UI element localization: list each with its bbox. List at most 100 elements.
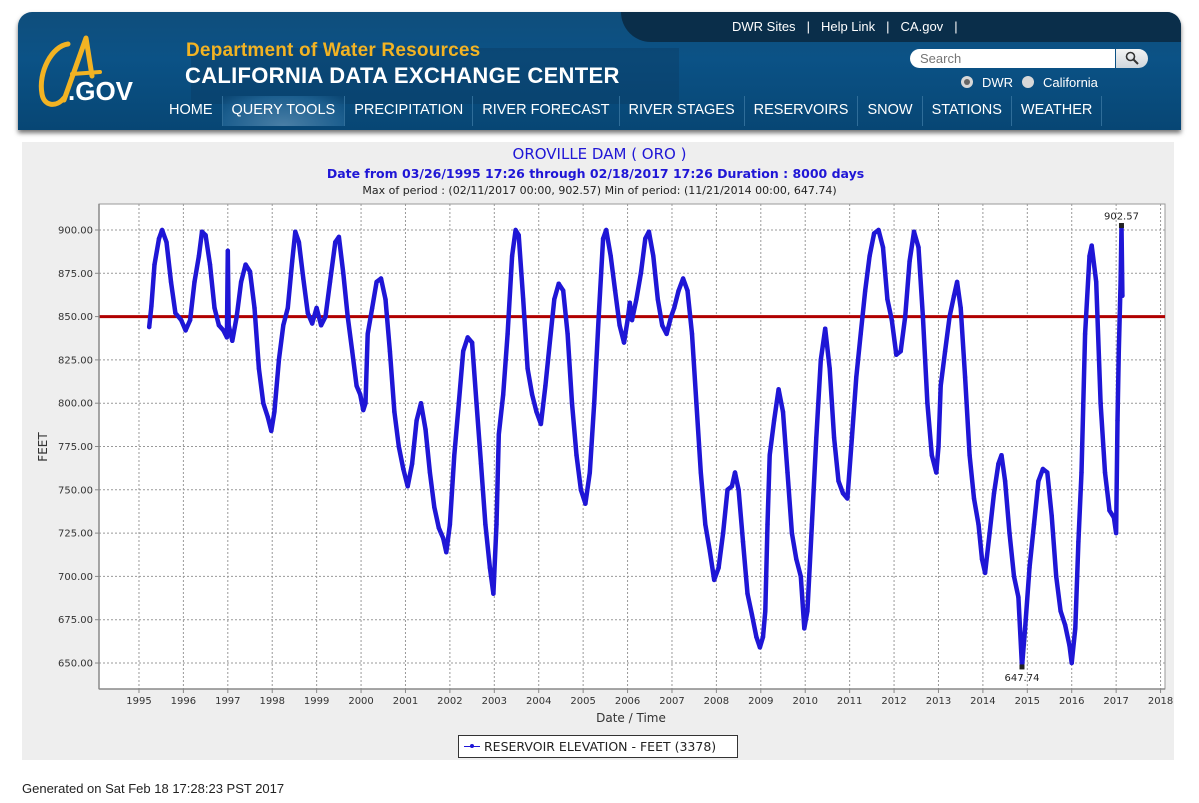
data-point (327, 279, 333, 285)
data-point (441, 536, 446, 541)
data-point (187, 317, 193, 323)
department-name: Department of Water Resources (186, 40, 481, 61)
data-point (456, 401, 461, 406)
data-point (951, 293, 957, 298)
data-point (1117, 314, 1122, 319)
data-point (378, 276, 384, 281)
radio-california[interactable] (1022, 76, 1034, 88)
data-point (513, 227, 518, 233)
annotation-label: 902.57 (1104, 212, 1139, 223)
data-point (221, 328, 226, 333)
data-point (256, 366, 262, 371)
x-axis-ticks: 1995 1996 1997 1998 1999 2000 2001 2002 2003 2004… (126, 689, 1173, 707)
data-point (1007, 530, 1012, 536)
data-point (323, 314, 328, 319)
data-point (496, 432, 501, 437)
data-point (809, 522, 815, 527)
x-tick-label: 2011 (837, 696, 862, 707)
data-point (916, 245, 921, 250)
data-point (911, 229, 917, 234)
data-point (776, 387, 781, 392)
data-point (314, 305, 319, 311)
annotation-marker (1118, 223, 1124, 229)
nav-precipitation[interactable]: PRECIPITATION (345, 96, 474, 126)
search-button[interactable] (1116, 49, 1148, 68)
data-point (1111, 515, 1117, 520)
data-point (971, 496, 977, 501)
data-point (771, 418, 777, 423)
data-point (272, 409, 277, 415)
search-input[interactable] (910, 49, 1115, 68)
x-tick-label: 2017 (1103, 696, 1128, 707)
magnifier-icon (1125, 51, 1139, 65)
data-point (226, 323, 231, 328)
data-point (252, 305, 257, 311)
data-point (436, 525, 441, 531)
x-tick-label: 2000 (348, 696, 373, 707)
data-point (168, 279, 174, 285)
data-point (942, 349, 948, 354)
radio-dwr[interactable] (961, 76, 973, 88)
x-tick-label: 2002 (437, 696, 462, 707)
nav-stations[interactable]: STATIONS (923, 96, 1012, 126)
data-point (401, 466, 406, 472)
data-point (1067, 643, 1072, 648)
data-point (224, 335, 230, 340)
data-point (625, 317, 630, 323)
data-point (604, 227, 609, 233)
nav-reservoirs[interactable]: RESERVOIRS (745, 96, 859, 126)
data-point (293, 229, 298, 234)
data-point (982, 570, 988, 576)
site-title[interactable]: CALIFORNIA DATA EXCHANGE CENTER (185, 63, 620, 88)
data-point (285, 305, 290, 311)
data-point (296, 239, 302, 245)
data-point (694, 401, 699, 406)
link-ca-gov[interactable]: CA.gov (900, 19, 944, 34)
nav-river-stages[interactable]: RIVER STAGES (620, 96, 745, 126)
data-point (452, 453, 457, 458)
data-point (849, 435, 855, 440)
data-point (538, 421, 544, 427)
y-tick-label: 675.00 (58, 615, 93, 626)
data-point (814, 435, 819, 440)
data-point (627, 300, 632, 305)
data-point (365, 331, 370, 337)
data-point (1079, 470, 1084, 475)
data-point (534, 409, 539, 415)
data-point (276, 357, 282, 363)
link-help[interactable]: Help Link (820, 19, 876, 34)
nav-home[interactable]: HOME (160, 96, 223, 126)
y-tick-label: 725.00 (58, 529, 93, 540)
data-point (600, 236, 606, 241)
data-point (1002, 478, 1008, 484)
data-point (898, 349, 903, 354)
data-point (802, 626, 807, 631)
data-point (794, 556, 799, 562)
nav-query-tools[interactable]: QUERY TOOLS (222, 96, 346, 126)
data-point (818, 357, 823, 363)
data-point (732, 470, 738, 475)
nav-snow[interactable]: SNOW (858, 96, 923, 126)
nav-river-forecast[interactable]: RIVER FORECAST (473, 96, 620, 126)
data-point (361, 407, 366, 413)
x-tick-label: 2004 (526, 696, 551, 707)
data-point (265, 414, 270, 420)
data-point (925, 401, 930, 406)
radio-dwr-label: DWR (982, 75, 1014, 90)
data-point (1040, 466, 1046, 472)
data-point (894, 352, 899, 357)
data-point (698, 470, 703, 475)
data-point (152, 262, 157, 267)
data-point (230, 338, 235, 343)
ca-gov-logo[interactable]: .GOV (34, 32, 154, 112)
annotations: 902.57 647.74 (1004, 212, 1138, 684)
data-point (1102, 470, 1108, 475)
x-tick-label: 1999 (304, 696, 329, 707)
data-point (621, 340, 627, 345)
y-tick-label: 825.00 (58, 355, 93, 366)
link-dwr-sites[interactable]: DWR Sites (732, 19, 796, 34)
data-point (740, 539, 746, 544)
x-tick-label: 1995 (126, 696, 151, 707)
nav-weather[interactable]: WEATHER (1012, 96, 1103, 126)
data-point (858, 331, 863, 337)
